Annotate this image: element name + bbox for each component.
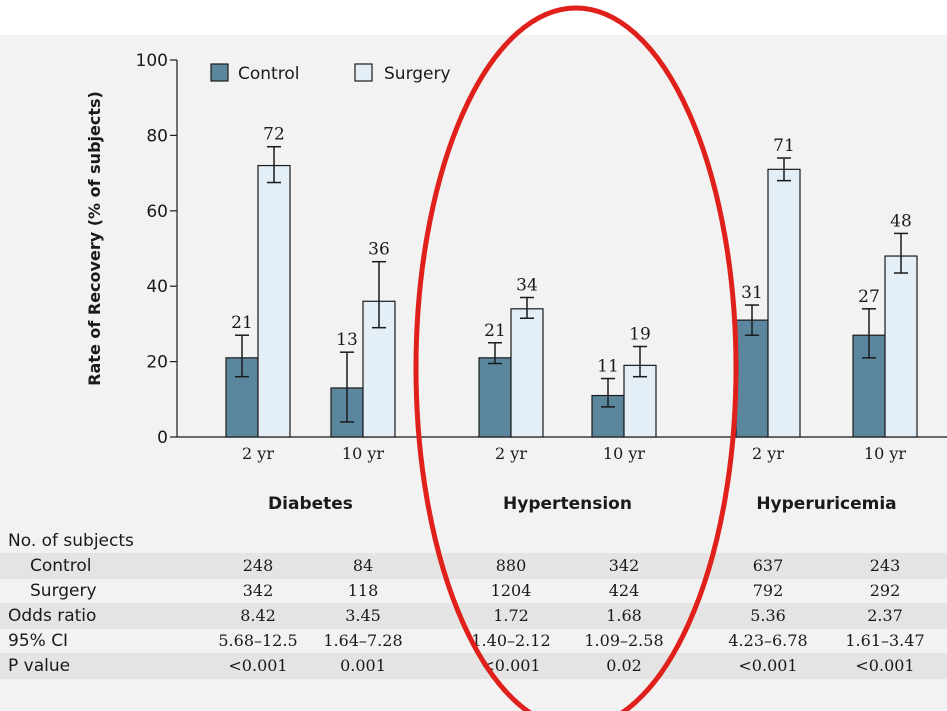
- table-cell: 3.45: [345, 606, 381, 625]
- data-label-surgery: 71: [773, 136, 795, 156]
- table-cell: <0.001: [855, 656, 915, 675]
- bar-surgery: [510, 308, 544, 438]
- table-row-label: Control: [30, 556, 92, 576]
- table-row: Control 248 84 880 342 637 243: [0, 553, 947, 579]
- y-axis-title: Rate of Recovery (% of subjects): [85, 91, 104, 386]
- table-cell: 248: [242, 556, 274, 575]
- table-cell: 2.37: [867, 606, 903, 625]
- data-label-surgery: 19: [629, 325, 651, 345]
- table-row: 95% CI 5.68–12.5 1.64–7.28 1.40–2.12 1.09–2.…: [0, 628, 947, 654]
- table-cell: 1.72: [493, 606, 529, 625]
- bar-surgery: [884, 255, 918, 438]
- legend-swatch-control: [210, 63, 229, 82]
- x-tick-label: 2 yr: [752, 444, 784, 463]
- data-label-control: 21: [231, 313, 253, 333]
- table-row-label: 95% CI: [8, 631, 69, 651]
- data-label-control: 31: [741, 283, 763, 303]
- table-row-label: Surgery: [30, 581, 97, 601]
- table-cell: 424: [608, 581, 640, 600]
- y-tick-label: 60: [146, 202, 168, 222]
- data-label-surgery: 34: [516, 276, 538, 296]
- table-cell: 8.42: [240, 606, 276, 625]
- bar-surgery: [767, 168, 801, 438]
- table-cell: 4.23–6.78: [728, 631, 808, 650]
- table-cell: 0.02: [606, 656, 642, 675]
- y-tick-label: 100: [136, 51, 168, 71]
- bar-surgery: [257, 164, 291, 438]
- group-label: Hypertension: [503, 494, 632, 514]
- table-cell: 637: [752, 556, 784, 575]
- table-cell: 1.40–2.12: [471, 631, 551, 650]
- table-cell: 0.001: [340, 656, 386, 675]
- legend-label-surgery: Surgery: [384, 64, 451, 84]
- data-label-surgery: 36: [368, 240, 390, 260]
- y-tick-label: 80: [146, 126, 168, 146]
- data-label-control: 13: [336, 330, 358, 350]
- table-cell: <0.001: [228, 656, 288, 675]
- y-tick-label: 20: [146, 353, 168, 373]
- data-label-control: 27: [858, 287, 880, 307]
- table-cell: 1.64–7.28: [323, 631, 403, 650]
- table-cell: 342: [608, 556, 640, 575]
- x-tick-label: 10 yr: [864, 444, 906, 463]
- table-row: Odds ratio 8.42 3.45 1.72 1.68 5.36 2.37: [0, 603, 947, 629]
- data-label-control: 21: [484, 321, 506, 341]
- legend-swatch-surgery: [354, 63, 373, 82]
- y-tick-label: 0: [157, 428, 168, 448]
- table-cell: 5.68–12.5: [218, 631, 298, 650]
- legend-label-control: Control: [238, 64, 299, 84]
- table-cell: 1.09–2.58: [584, 631, 664, 650]
- data-label-surgery: 72: [263, 125, 285, 145]
- x-tick-label: 2 yr: [242, 444, 274, 463]
- table-cell: 292: [869, 581, 901, 600]
- table-cell: <0.001: [481, 656, 541, 675]
- table-header: No. of subjects: [8, 531, 134, 551]
- x-tick-label: 10 yr: [342, 444, 384, 463]
- table-cell: <0.001: [738, 656, 798, 675]
- table-cell: 1.61–3.47: [845, 631, 925, 650]
- table-cell: 5.36: [750, 606, 786, 625]
- table-row: P value <0.001 0.001 <0.001 0.02 <0.001 <0.001: [0, 653, 947, 679]
- table-cell: 243: [869, 556, 901, 575]
- y-tick-label: 40: [146, 277, 168, 297]
- table-cell: 792: [752, 581, 784, 600]
- x-tick-label: 2 yr: [495, 444, 527, 463]
- data-label-control: 11: [597, 357, 619, 377]
- table-cell: 118: [347, 581, 379, 600]
- table-row-label: Odds ratio: [8, 606, 97, 626]
- group-label: Hyperuricemia: [756, 494, 896, 514]
- table-row: Surgery 342 118 1204 424 792 292: [0, 578, 947, 604]
- table-cell: 880: [495, 556, 527, 575]
- table-cell: 1.68: [606, 606, 642, 625]
- data-label-surgery: 48: [890, 211, 912, 231]
- table-cell: 342: [242, 581, 274, 600]
- group-label: Diabetes: [268, 494, 353, 514]
- figure-panel: 0 20 40 60 80 100 Rate of Recovery (% of subje…: [0, 35, 947, 711]
- table-cell: 84: [352, 556, 374, 575]
- table-row-label: P value: [8, 656, 71, 676]
- bar-chart: 0 20 40 60 80 100 Rate of Recovery (% of subje…: [85, 51, 947, 514]
- bar-control: [478, 357, 512, 438]
- table-cell: 1204: [490, 581, 532, 600]
- x-tick-label: 10 yr: [603, 444, 645, 463]
- bar-control: [735, 319, 769, 438]
